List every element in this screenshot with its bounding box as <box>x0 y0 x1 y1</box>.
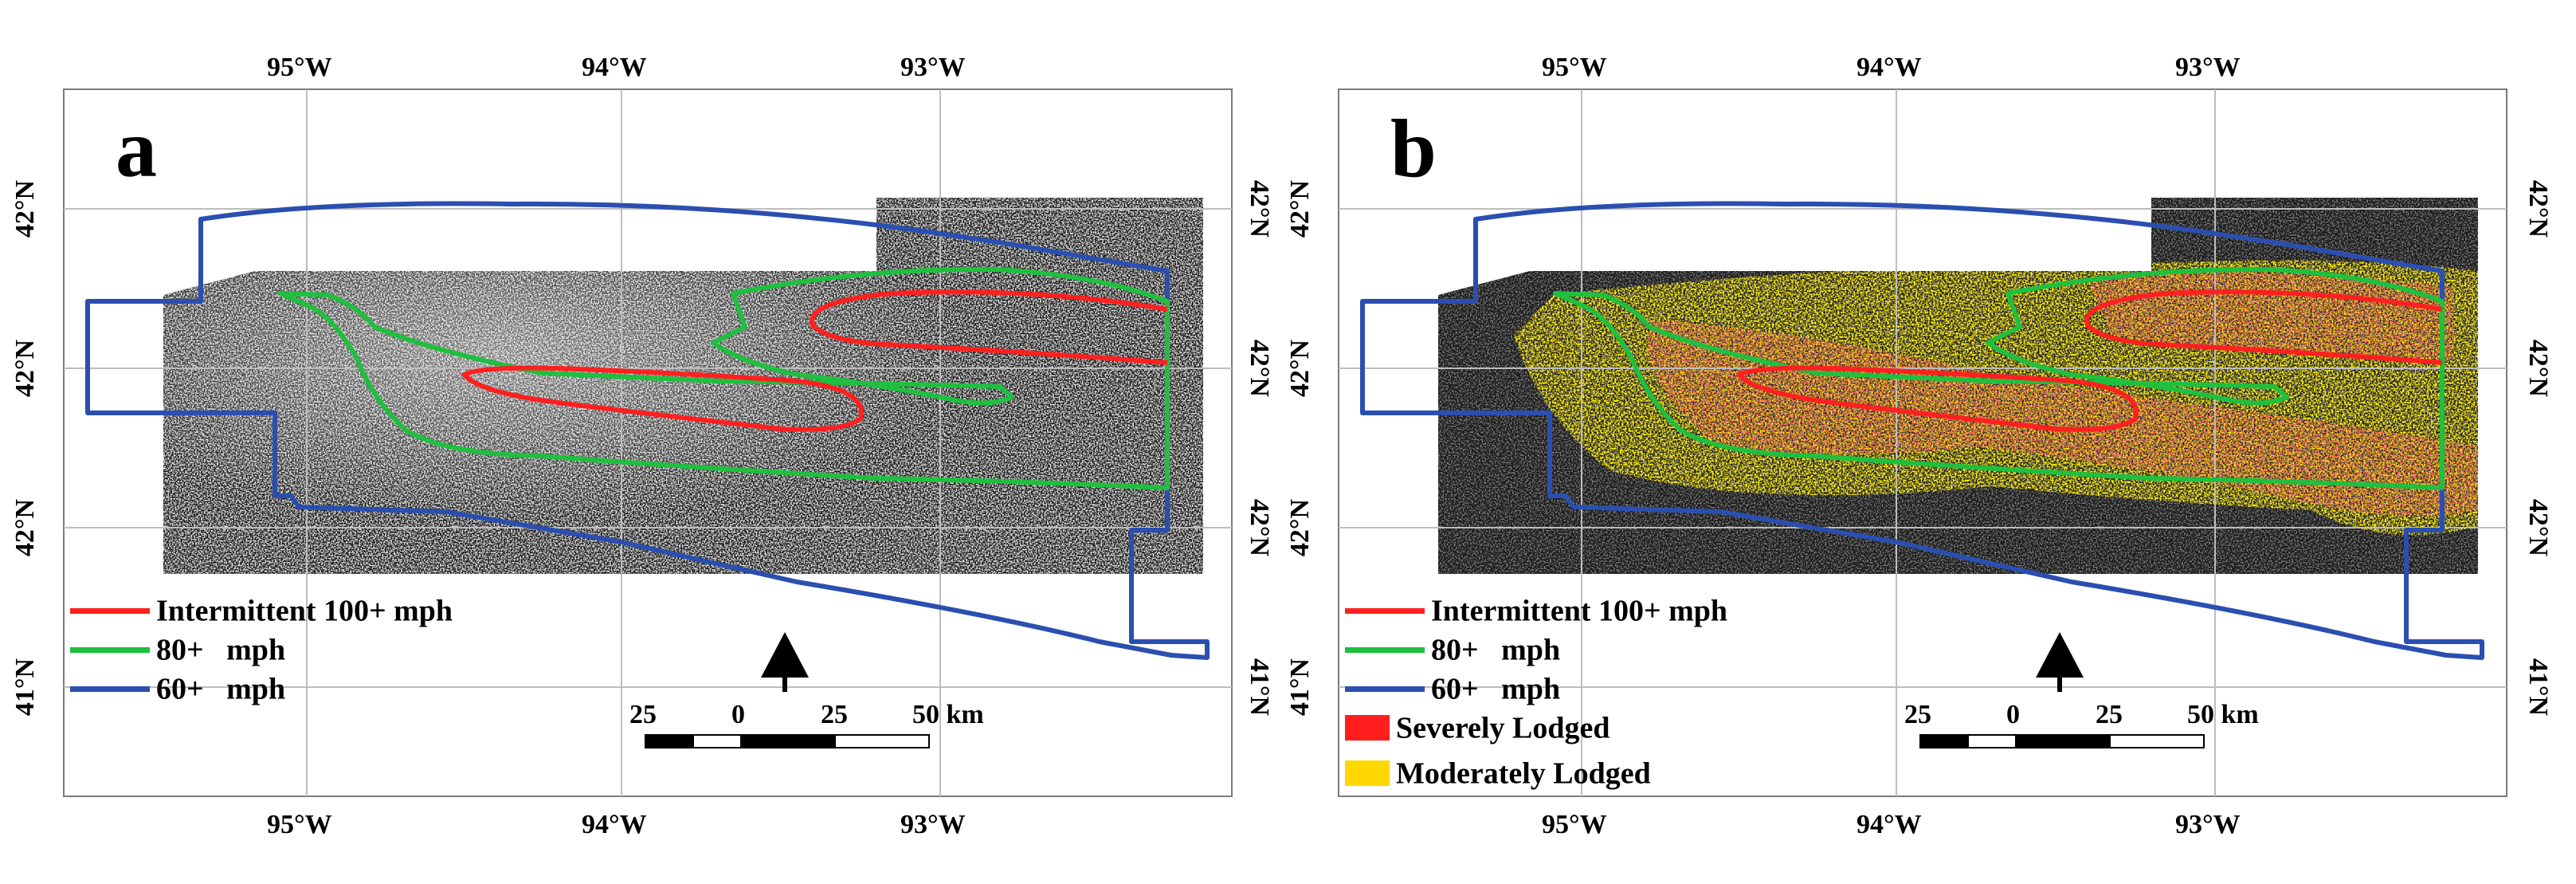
legend-item-80-mph: 80+ mph <box>70 632 285 665</box>
bottom-tick-label: 95°W <box>1542 810 1607 839</box>
legend-swatch <box>1345 607 1425 614</box>
zone-100-mph-boundary-west <box>461 365 864 432</box>
bottom-tick-label: 93°W <box>900 810 966 839</box>
zone-100-mph-boundary-west <box>1735 365 2139 432</box>
legend-item-80-mph: 80+ mph <box>1345 632 1560 665</box>
graticule <box>1339 89 2507 796</box>
legend-swatch <box>70 646 150 653</box>
legend-label: 80+ mph <box>156 633 286 667</box>
bottom-tick-label: 95°W <box>267 810 332 839</box>
scale-tick-label: 0 <box>2006 700 2020 729</box>
legend-swatch <box>1345 686 1425 692</box>
left-tick-label: 42°N <box>1285 339 1315 398</box>
scale-bar <box>1919 734 2205 748</box>
left-tick-label: 41°N <box>10 658 40 717</box>
scale-tick-label: 0 <box>731 700 745 729</box>
bottom-tick-label: 94°W <box>1857 810 1922 839</box>
left-tick-label: 42°N <box>1285 179 1315 238</box>
top-tick-label: 95°W <box>267 53 332 82</box>
map-canvas-b <box>1338 88 2507 797</box>
left-tick-label: 42°N <box>10 339 40 398</box>
legend-swatch <box>70 607 150 614</box>
zone-60-mph-boundary <box>85 201 1210 660</box>
panel-letter: b <box>1390 103 1437 194</box>
legend-item-moderately-lodged: Moderately Lodged <box>1345 756 1651 788</box>
right-tick-label: 41°N <box>2523 658 2553 717</box>
scale-tick-label: 50 km <box>912 700 984 729</box>
right-tick-label: 42°N <box>2523 498 2553 557</box>
top-tick-label: 94°W <box>582 53 647 82</box>
legend-swatch <box>1345 715 1390 741</box>
left-tick-label: 42°N <box>1285 498 1315 557</box>
right-tick-label: 42°N <box>1245 179 1274 238</box>
map-panel-a: a 95°W 94°W 93°W 95°W 94°W 93°W 42°N 42°… <box>10 53 1274 839</box>
right-tick-label: 42°N <box>1245 339 1274 398</box>
north-arrow-icon <box>2036 632 2084 692</box>
left-tick-label: 42°N <box>10 498 40 557</box>
map-canvas-a <box>63 88 1233 797</box>
top-tick-label: 93°W <box>900 53 966 82</box>
zone-60-mph-boundary <box>1360 201 2484 660</box>
legend-item-100-mph: Intermittent 100+ mph <box>1345 593 1727 626</box>
right-tick-label: 42°N <box>2523 179 2553 238</box>
scale-tick-label: 50 km <box>2187 700 2259 729</box>
right-tick-label: 42°N <box>1245 498 1274 557</box>
bottom-tick-label: 93°W <box>2175 810 2241 839</box>
right-tick-label: 42°N <box>2523 339 2553 398</box>
legend-label: Intermittent 100+ mph <box>1431 594 1728 628</box>
legend-label: 60+ mph <box>1431 672 1561 706</box>
panel-letter: a <box>116 103 157 194</box>
legend-label: 80+ mph <box>1431 633 1561 667</box>
scale-tick-label: 25 <box>2096 700 2123 729</box>
scale-tick-label: 25 <box>1904 700 1931 729</box>
legend-label: Moderately Lodged <box>1396 756 1651 791</box>
legend-swatch <box>70 686 150 692</box>
legend-label: 60+ mph <box>156 672 286 706</box>
north-arrow-icon <box>761 632 809 692</box>
right-tick-label: 41°N <box>1245 658 1274 717</box>
scale-tick-label: 25 <box>821 700 848 729</box>
zone-100-mph-boundary-east <box>2084 289 2443 365</box>
legend-label: Severely Lodged <box>1396 711 1610 745</box>
top-tick-label: 93°W <box>2175 53 2241 82</box>
legend-item-60-mph: 60+ mph <box>70 671 285 704</box>
zone-100-mph-boundary-east <box>810 289 1168 365</box>
top-tick-label: 94°W <box>1857 53 1922 82</box>
top-tick-label: 95°W <box>1542 53 1607 82</box>
legend-item-60-mph: 60+ mph <box>1345 671 1560 704</box>
legend-swatch <box>1345 760 1390 787</box>
legend-swatch <box>1345 646 1425 653</box>
scale-bar <box>645 734 930 748</box>
legend-item-100-mph: Intermittent 100+ mph <box>70 593 453 626</box>
scale-tick-label: 25 <box>629 700 657 729</box>
left-tick-label: 41°N <box>1285 658 1315 717</box>
left-tick-label: 42°N <box>10 179 40 238</box>
bottom-tick-label: 94°W <box>582 810 647 839</box>
legend-label: Intermittent 100+ mph <box>156 594 453 628</box>
map-panel-b: b 95°W 94°W 93°W 95°W 94°W 93°W 42°N 42°… <box>1275 0 2562 884</box>
legend-item-severely-lodged: Severely Lodged <box>1345 710 1610 743</box>
